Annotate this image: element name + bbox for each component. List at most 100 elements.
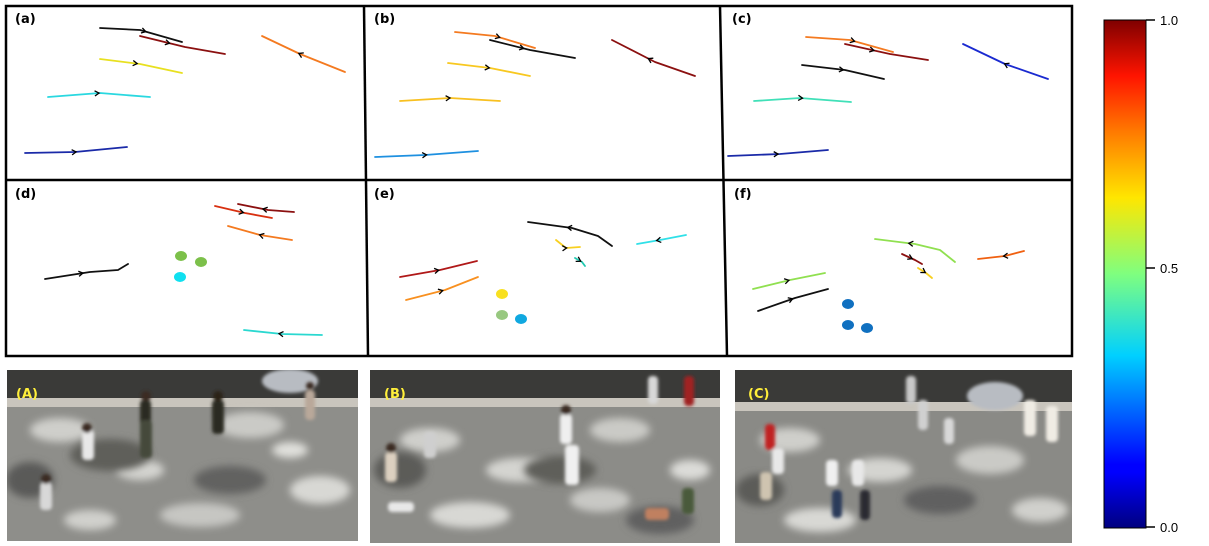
trajectory-c-2: [844, 43, 929, 61]
photo-c-curb: [735, 402, 1072, 411]
stationary-dot-d-1: [175, 251, 187, 261]
trajectory-arrow-e-6: [437, 288, 444, 295]
photo-b-wall: [370, 370, 720, 400]
trajectory-f-1: [874, 238, 956, 263]
trajectory-c-6: [727, 149, 829, 157]
trajectory-e-4: [574, 257, 586, 267]
trajectory-d-4: [44, 263, 129, 280]
trajectory-arrow-f-5: [783, 278, 791, 285]
trajectory-arrow-e-3: [561, 245, 568, 252]
stationary-dot-f-3: [861, 323, 873, 333]
stationary-dot-f-1: [842, 299, 854, 309]
trajectory-arrow-f-1: [907, 240, 914, 247]
trajectory-e-5: [399, 260, 478, 278]
trajectory-a-2: [139, 35, 226, 55]
trajectory-d-5: [243, 329, 323, 336]
trajectory-arrow-a-1: [140, 27, 147, 34]
trajectory-arrow-d-2: [261, 206, 268, 213]
trajectory-e-6: [405, 276, 479, 301]
trajectory-b-3: [611, 39, 696, 77]
trajectory-grid: [4, 4, 1074, 358]
stationary-dot-d-3: [174, 272, 186, 282]
trajectory-arrow-a-3: [297, 52, 304, 58]
trajectory-arrow-a-5: [94, 90, 101, 97]
trajectory-e-2: [636, 234, 687, 245]
panel-label-a: (a): [15, 12, 36, 27]
trajectory-f-6: [757, 288, 829, 312]
trajectory-arrow-e-4: [575, 256, 582, 263]
photo-a-curb: [7, 398, 358, 407]
trajectory-c-4: [801, 64, 885, 80]
trajectory-arrow-c-5: [797, 94, 804, 102]
trajectory-arrow-c-3: [1003, 62, 1010, 69]
panel-label-c: (c): [732, 12, 752, 27]
photo-label-a: (A): [16, 387, 38, 402]
grid-divider-v1: [362, 5, 370, 357]
trajectory-c-5: [753, 97, 852, 103]
trajectory-d-2: [237, 203, 295, 213]
trajectory-arrow-b-2: [518, 44, 525, 51]
trajectory-a-3: [261, 35, 346, 73]
trajectory-arrow-d-5: [277, 330, 284, 338]
panel-label-f: (f): [734, 187, 752, 202]
photo-a-light-patches: [30, 412, 350, 530]
trajectory-f-2: [977, 250, 1025, 260]
trajectory-c-1: [805, 36, 894, 53]
trajectory-b-6: [374, 150, 479, 158]
trajectory-arrow-e-2: [655, 236, 662, 244]
grid-divider-v2: [718, 5, 729, 357]
photo-b-pedestrians: [385, 376, 694, 520]
stationary-dot-d-2: [195, 257, 207, 267]
trajectory-d-1: [214, 205, 273, 219]
trajectory-arrow-d-1: [238, 208, 245, 215]
photo-label-b: (B): [384, 387, 406, 402]
photo-a-pedestrians: [40, 382, 315, 510]
trajectory-arrow-e-1: [566, 224, 573, 232]
colorbar-tick-label-bottom: 0.0: [1160, 520, 1178, 535]
photo-c: [735, 370, 1072, 543]
trajectory-f-3: [901, 253, 923, 265]
trajectory-arrow-a-4: [132, 60, 139, 67]
trajectory-arrow-d-3: [258, 232, 265, 239]
trajectory-arrow-f-6: [787, 297, 794, 304]
panel-label-b: (b): [374, 12, 395, 27]
trajectory-arrow-b-4: [484, 64, 491, 71]
photo-c-light-patches: [760, 428, 1068, 532]
trajectory-arrow-b-5: [445, 95, 452, 102]
colorbar-tick-label-mid: 0.5: [1160, 261, 1178, 276]
colorbar: 1.0 0.5 0.0: [1103, 13, 1178, 535]
trajectory-arrow-b-1: [494, 33, 501, 40]
trajectory-arrow-c-2: [868, 46, 876, 53]
photo-a: [7, 370, 358, 541]
trajectory-e-1: [527, 221, 613, 247]
photo-label-c: (C): [748, 387, 769, 402]
trajectory-arrow-c-4: [838, 66, 845, 73]
photo-a-car: [262, 370, 318, 393]
trajectory-arrow-a-2: [164, 39, 171, 46]
trajectory-arrow-f-2: [1002, 252, 1009, 259]
colorbar-gradient: [1103, 19, 1147, 529]
photo-c-car: [967, 382, 1023, 410]
stationary-dot-e-2: [496, 310, 508, 320]
trajectory-a-4: [99, 58, 183, 74]
trajectory-b-2: [489, 39, 576, 59]
trajectory-arrow-c-1: [849, 37, 856, 44]
panel-label-d: (d): [15, 187, 36, 202]
trajectory-arrow-b-3: [647, 57, 654, 64]
trajectory-arrow-d-4: [78, 270, 85, 277]
stationary-dot-e-3: [515, 314, 527, 324]
trajectory-arrow-c-6: [773, 151, 780, 158]
trajectory-layer: [24, 27, 1049, 338]
trajectory-b-1: [454, 31, 536, 49]
colorbar-tick-label-top: 1.0: [1160, 13, 1178, 28]
photo-c-pedestrians: [760, 376, 1058, 520]
trajectory-arrow-e-5: [433, 267, 440, 275]
trajectory-arrow-f-3: [907, 254, 914, 260]
panel-label-e: (e): [374, 187, 395, 202]
trajectory-a-1: [99, 27, 183, 43]
stationary-dot-f-2: [842, 320, 854, 330]
stationary-dot-e-1: [496, 289, 508, 299]
trajectory-arrow-a-6: [71, 149, 78, 156]
photo-b: [370, 370, 720, 543]
